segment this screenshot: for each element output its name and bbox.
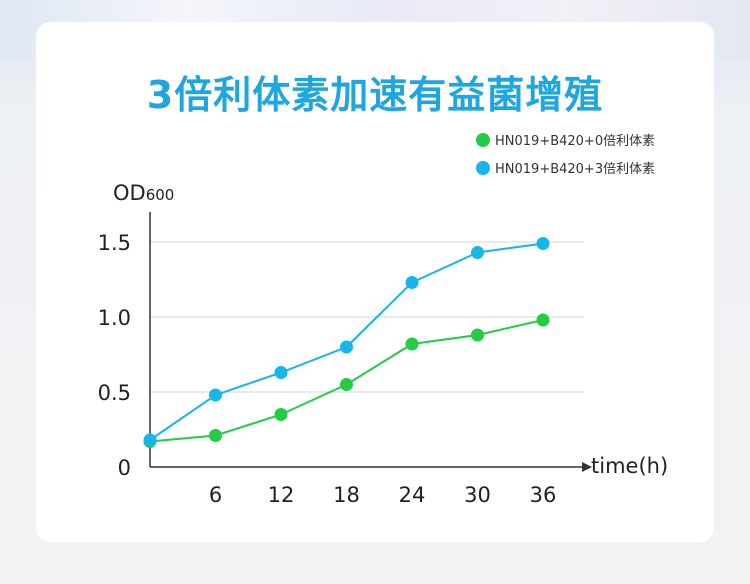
x-tick-label: 30 [464,483,491,507]
x-tick-label: 24 [399,483,426,507]
x-tick-label: 18 [333,483,360,507]
data-point [209,388,222,402]
x-tick-label: 6 [209,483,222,507]
y-axis-label-main: OD [113,181,146,205]
data-point [340,340,353,354]
x-axis-arrow [582,462,592,472]
y-tick-label: 0.5 [98,381,131,405]
data-point [405,337,419,351]
data-point [471,328,484,342]
data-point [340,378,353,391]
data-point [536,313,550,327]
legend-marker [476,133,490,147]
legend-marker [476,161,490,175]
chart-title: 3倍利体素加速有益菌增殖 [146,73,604,117]
y-tick-label: 0 [118,456,131,480]
y-axis-label: OD600 [113,181,174,205]
x-tick-label: 12 [268,483,295,507]
y-tick-label: 1.0 [98,306,131,330]
series-group [143,237,550,448]
y-axis-label-sub: 600 [146,186,175,204]
data-point [536,237,550,250]
legend: HN019+B420+0倍利体素 HN019+B420+3倍利体素 [476,133,655,177]
tick-labels: 0 0.5 1.0 1.5 6 12 18 24 30 36 [98,231,557,507]
x-axis-label: time(h) [591,454,668,478]
chart-card: 3倍利体素加速有益菌增殖 [36,22,714,542]
data-point [405,276,419,289]
data-point [143,433,157,447]
axes [149,212,592,472]
legend-label: HN019+B420+3倍利体素 [495,162,655,177]
data-point [209,429,222,442]
data-point [471,246,484,259]
grid-lines [150,241,584,393]
legend-label: HN019+B420+0倍利体素 [495,134,655,149]
x-tick-label: 36 [530,483,557,507]
data-point [274,366,288,379]
y-tick-label: 1.5 [98,231,131,255]
data-point [274,408,288,421]
